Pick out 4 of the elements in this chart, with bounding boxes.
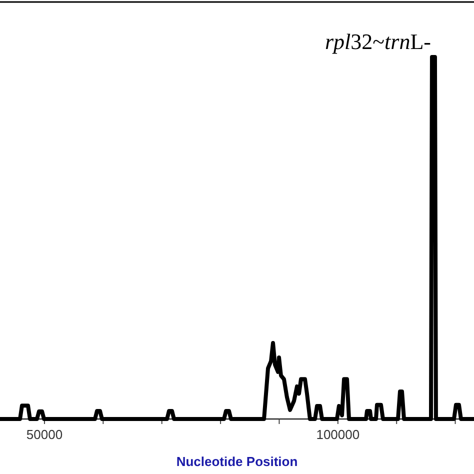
x-tick-label: 100000 [316,427,360,442]
text: rpl32~trnL- [324,29,431,54]
x-tick-label: 50000 [26,427,63,442]
x-axis-title: Nucleotide Position [176,454,298,469]
